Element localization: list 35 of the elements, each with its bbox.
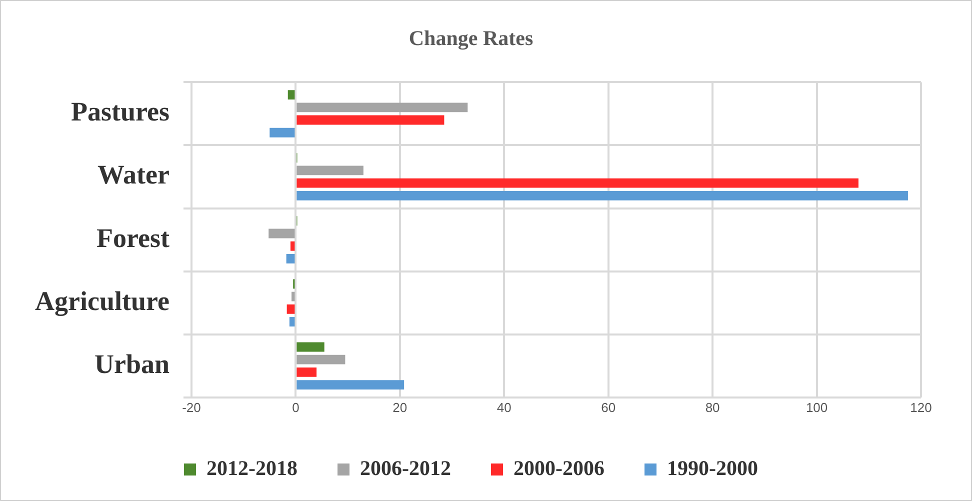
bar bbox=[296, 342, 324, 352]
legend-label: 1990-2000 bbox=[666, 456, 758, 480]
bar bbox=[270, 128, 295, 138]
bar bbox=[296, 190, 908, 200]
x-tick-label: 40 bbox=[496, 400, 512, 415]
bar bbox=[296, 102, 468, 112]
chart-title: Change Rates bbox=[408, 26, 534, 50]
y-tick-label: Water bbox=[97, 160, 170, 190]
bar bbox=[296, 367, 317, 377]
bar bbox=[292, 292, 295, 302]
x-tick-label: 100 bbox=[806, 400, 828, 415]
x-tick-label: 80 bbox=[705, 400, 720, 415]
bar bbox=[296, 354, 346, 364]
legend-label: 2006-2012 bbox=[360, 456, 452, 480]
bar bbox=[288, 90, 295, 100]
bar bbox=[296, 166, 364, 176]
bar bbox=[286, 304, 295, 314]
bar bbox=[290, 241, 295, 251]
legend-label: 2012-2018 bbox=[206, 456, 298, 480]
legend-label: 2000-2006 bbox=[514, 456, 604, 480]
y-tick-label: Forest bbox=[96, 222, 170, 253]
y-tick-label: Agriculture bbox=[34, 286, 170, 316]
x-tick-label: -20 bbox=[182, 400, 201, 415]
bar bbox=[286, 254, 295, 264]
y-tick-label: Urban bbox=[94, 348, 170, 379]
x-tick-label: 0 bbox=[292, 400, 300, 415]
bar bbox=[268, 228, 295, 238]
bar bbox=[296, 178, 858, 188]
bar bbox=[296, 380, 404, 390]
x-tick-label: 60 bbox=[601, 400, 616, 415]
x-tick-label: 120 bbox=[910, 400, 932, 415]
y-tick-label: Pastures bbox=[70, 96, 170, 127]
bar bbox=[296, 115, 444, 125]
x-tick-label: 20 bbox=[392, 400, 408, 415]
bar bbox=[289, 317, 295, 326]
